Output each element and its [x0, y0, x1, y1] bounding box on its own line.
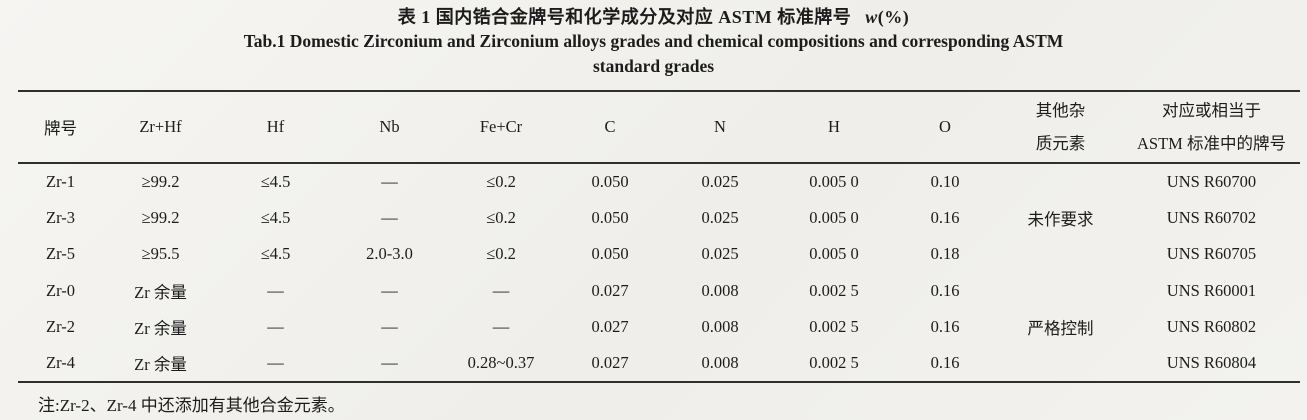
cell-astm: UNS R60700	[1166, 171, 1257, 191]
cell-c: 0.027	[591, 280, 629, 300]
cell-fe-cr: —	[492, 317, 510, 337]
cell-o: 0.10	[930, 171, 960, 191]
cell-nb: 2.0-3.0	[366, 244, 413, 264]
cell-fe-cr: ≤0.2	[486, 244, 516, 264]
cell-o: 0.18	[930, 244, 960, 264]
cell-grade: Zr-1	[46, 171, 75, 191]
table-row: Zr-2 Zr 余量 — — — 0.027 0.008 0.002 5 0.1…	[18, 309, 1300, 346]
cell-impurity-group: 未作要求	[1027, 210, 1094, 230]
cell-c: 0.050	[591, 244, 629, 264]
cell-hf: —	[267, 280, 284, 300]
table-row: Zr-3 ≥99.2 ≤4.5 — ≤0.2 0.050 0.025 0.005…	[18, 200, 1300, 237]
table-title-en-line2: standard grades	[592, 56, 715, 76]
table-title-en-line1: Tab.1 Domestic Zirconium and Zirconium a…	[243, 31, 1064, 51]
cell-nb: —	[381, 353, 398, 373]
header-other-impurities: 其他杂 质元素	[998, 91, 1123, 164]
mass-fraction-symbol: w(%)	[865, 7, 910, 27]
table-row: Zr-1 ≥99.2 ≤4.5 — ≤0.2 0.050 0.025 0.005…	[18, 163, 1300, 230]
cell-o: 0.16	[930, 207, 960, 227]
cell-c: 0.050	[591, 171, 629, 191]
cell-h: 0.005 0	[809, 244, 859, 264]
header-h: H	[776, 91, 892, 164]
header-o: O	[892, 91, 998, 164]
cell-hf: ≤4.5	[260, 244, 291, 264]
cell-grade: Zr-4	[46, 353, 75, 373]
cell-hf: ≤4.5	[260, 171, 291, 191]
cell-fe-cr: ≤0.2	[486, 171, 516, 191]
cell-astm: UNS R60705	[1166, 244, 1257, 264]
cell-hf: —	[267, 353, 284, 373]
cell-hf: —	[267, 317, 284, 337]
cell-n: 0.025	[701, 207, 739, 227]
cell-n: 0.008	[701, 353, 739, 373]
cell-nb: —	[381, 171, 398, 191]
cell-fe-cr: ≤0.2	[486, 207, 516, 227]
header-row: 牌号 Zr+Hf Hf Nb Fe+Cr C N H O 其他杂 质元素 对应或	[18, 91, 1300, 164]
cell-grade: Zr-2	[46, 317, 75, 337]
cell-h: 0.002 5	[809, 317, 859, 337]
table-row: Zr-0 Zr 余量 — — — 0.027 0.008 0.002 5 0.1…	[18, 273, 1300, 338]
cell-h: 0.005 0	[809, 207, 859, 227]
cell-grade: Zr-0	[46, 280, 75, 300]
cell-astm: UNS R60702	[1166, 207, 1257, 227]
cell-zr-hf: ≥95.5	[141, 244, 180, 264]
header-c: C	[556, 91, 664, 164]
cell-astm: UNS R60804	[1166, 353, 1257, 373]
cell-zr-hf: Zr 余量	[134, 355, 187, 375]
cell-c: 0.027	[591, 353, 629, 373]
header-n: N	[664, 91, 776, 164]
cell-o: 0.16	[930, 317, 960, 337]
cell-grade: Zr-3	[46, 207, 75, 227]
table-row: Zr-4 Zr 余量 — — 0.28~0.37 0.027 0.008 0.0…	[18, 346, 1300, 383]
cell-n: 0.008	[701, 280, 739, 300]
cell-zr-hf: ≥99.2	[141, 207, 180, 227]
cell-h: 0.002 5	[809, 353, 859, 373]
cell-nb: —	[381, 207, 398, 227]
cell-c: 0.027	[591, 317, 629, 337]
composition-table: 牌号 Zr+Hf Hf Nb Fe+Cr C N H O 其他杂 质元素 对应或	[18, 90, 1300, 383]
cell-astm: UNS R60001	[1166, 280, 1257, 300]
cell-fe-cr: 0.28~0.37	[467, 353, 535, 373]
cell-grade: Zr-5	[46, 244, 75, 264]
cell-fe-cr: —	[492, 280, 510, 300]
cell-n: 0.025	[701, 171, 739, 191]
cell-zr-hf: ≥99.2	[141, 171, 180, 191]
table-row: Zr-5 ≥95.5 ≤4.5 2.0-3.0 ≤0.2 0.050 0.025…	[18, 236, 1300, 273]
header-nb: Nb	[333, 91, 446, 164]
cell-hf: ≤4.5	[260, 207, 291, 227]
cell-o: 0.16	[930, 280, 960, 300]
table-caption: 表 1 国内锆合金牌号和化学成分及对应 ASTM 标准牌号 w(%) Tab.1 …	[0, 5, 1307, 79]
cell-impurity-group: 严格控制	[1027, 318, 1094, 338]
header-zr-hf: Zr+Hf	[103, 91, 218, 164]
cell-n: 0.008	[701, 317, 739, 337]
header-astm-grade: 对应或相当于 ASTM 标准中的牌号	[1123, 91, 1300, 164]
cell-zr-hf: Zr 余量	[134, 319, 187, 339]
cell-nb: —	[381, 280, 398, 300]
table-title-zh-text: 表 1 国内锆合金牌号和化学成分及对应 ASTM 标准牌号	[397, 7, 852, 27]
cell-nb: —	[381, 317, 398, 337]
cell-astm: UNS R60802	[1166, 317, 1257, 337]
cell-n: 0.025	[701, 244, 739, 264]
table-title-zh: 表 1 国内锆合金牌号和化学成分及对应 ASTM 标准牌号 w(%)	[0, 5, 1307, 29]
cell-h: 0.002 5	[809, 280, 859, 300]
table-footnote: 注:Zr-2、Zr-4 中还添加有其他合金元素。	[38, 396, 345, 415]
cell-c: 0.050	[591, 207, 629, 227]
cell-o: 0.16	[930, 353, 960, 373]
cell-zr-hf: Zr 余量	[134, 282, 187, 302]
header-hf: Hf	[218, 91, 333, 164]
header-grade: 牌号	[18, 91, 103, 164]
cell-h: 0.005 0	[809, 171, 859, 191]
header-fe-cr: Fe+Cr	[446, 91, 556, 164]
